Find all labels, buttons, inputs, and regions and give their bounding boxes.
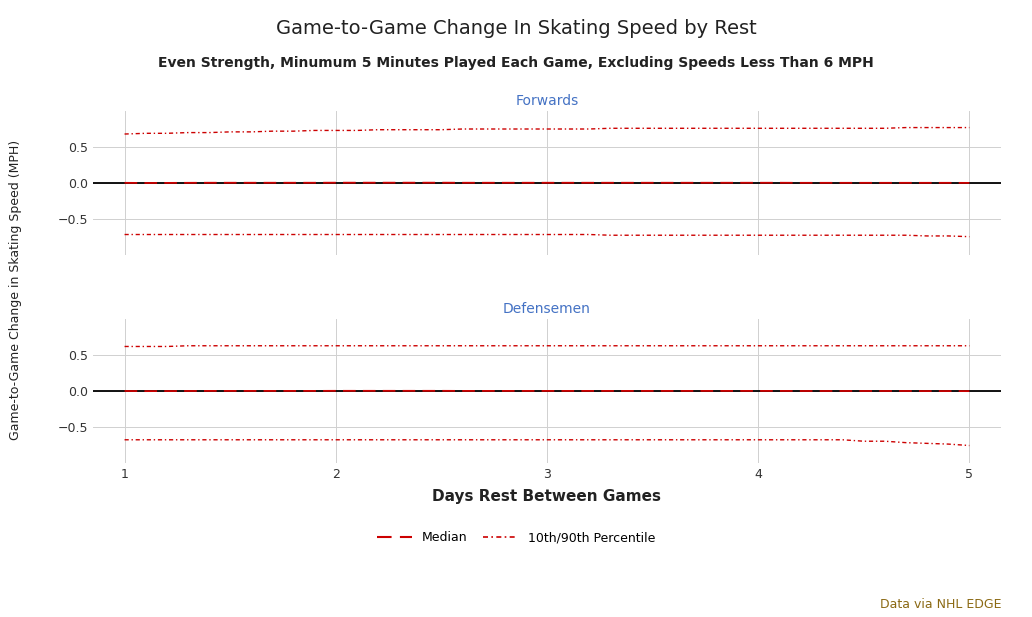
Legend: Median, 10th/90th Percentile: Median, 10th/90th Percentile (372, 526, 660, 549)
Text: Game-to-Game Change in Skating Speed (MPH): Game-to-Game Change in Skating Speed (MP… (9, 140, 22, 440)
Text: Even Strength, Minumum 5 Minutes Played Each Game, Excluding Speeds Less Than 6 : Even Strength, Minumum 5 Minutes Played … (158, 56, 874, 70)
Text: Data via NHL EDGE: Data via NHL EDGE (879, 598, 1001, 611)
X-axis label: Days Rest Between Games: Days Rest Between Games (432, 489, 662, 504)
Text: Game-to-Game Change In Skating Speed by Rest: Game-to-Game Change In Skating Speed by … (276, 19, 756, 38)
Text: Defensemen: Defensemen (503, 302, 591, 317)
Text: Forwards: Forwards (515, 94, 579, 108)
